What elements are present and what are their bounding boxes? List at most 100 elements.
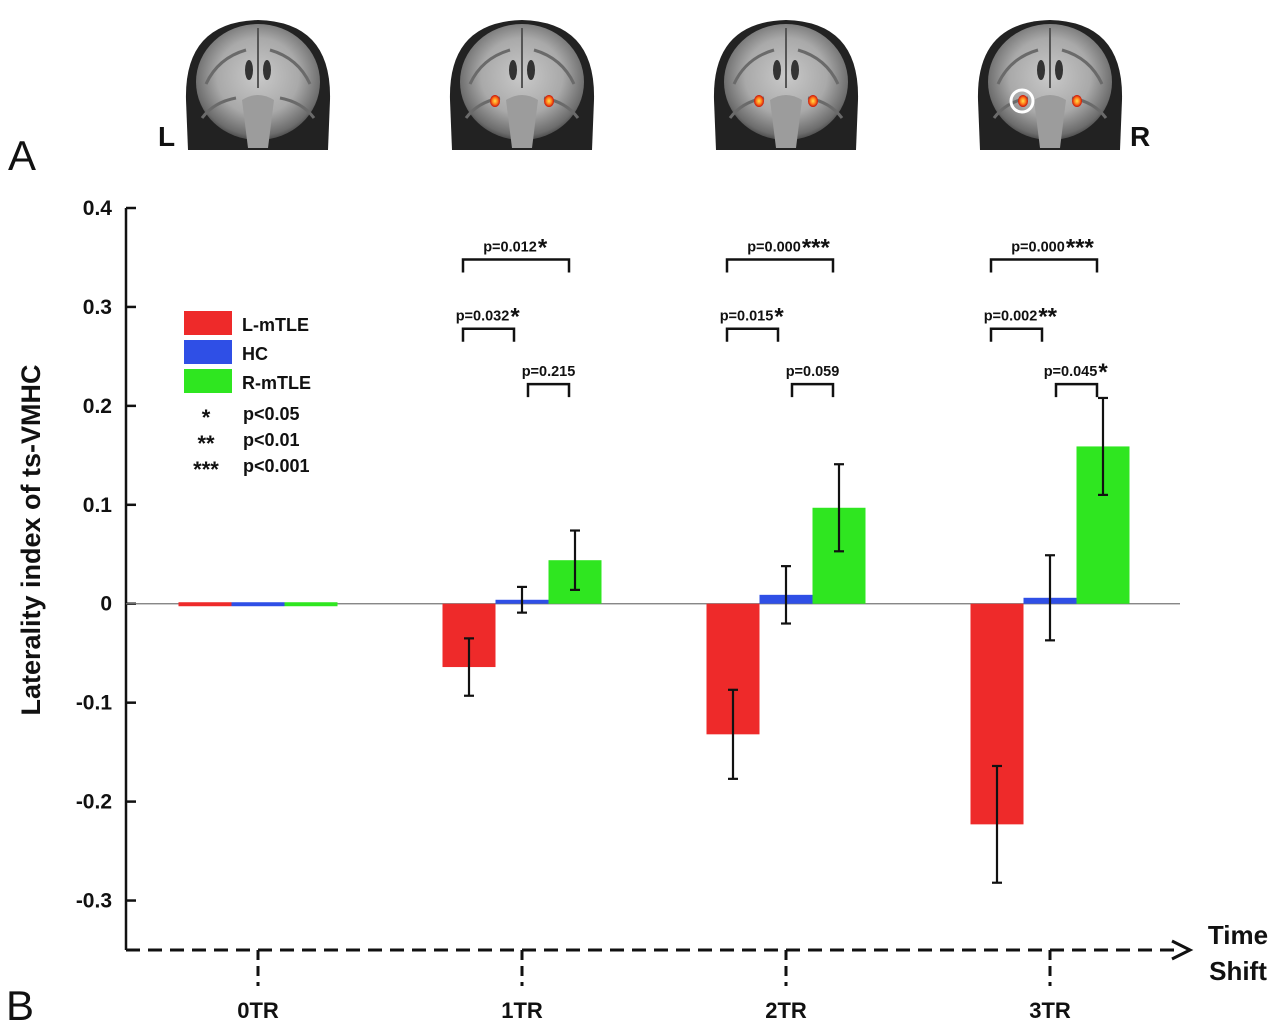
- sulcus: [200, 96, 237, 119]
- error-bar-R-mTLE-1TR: [570, 529, 580, 591]
- error-bar-L-mTLE-1TR: [464, 637, 474, 697]
- comparison-p-value: p=0.032: [456, 309, 510, 325]
- error-bars-group: [464, 396, 1108, 884]
- comparison-stars: ***: [1066, 234, 1095, 261]
- error-bar-R-mTLE-3TR: [1098, 396, 1108, 497]
- comparison-1TR-L-mTLE-vs-R-mTLE: p=0.012 *: [461, 234, 571, 273]
- brain-slice-1: [449, 20, 595, 150]
- laterality-bar-chart: -0.3 -0.2 -0.1 0 0.1 0.2 0.3 0.4 p=0.012 * p=0.03…: [76, 197, 1194, 1023]
- brain-side-left-label: L: [158, 121, 175, 152]
- legend-significance-label: p<0.01: [243, 430, 300, 450]
- brainstem: [770, 95, 802, 148]
- x-tick-label: 2TR: [765, 998, 807, 1023]
- comparison-1TR-HC-vs-R-mTLE: p=0.215: [522, 364, 576, 398]
- comparison-p-value: p=0.000: [747, 239, 801, 255]
- brainstem: [506, 95, 538, 148]
- comparison-p-value: p=0.015: [720, 309, 774, 325]
- ventricle: [263, 60, 271, 80]
- brainstem: [242, 95, 274, 148]
- brain-slice-0: [185, 20, 331, 150]
- comparison-3TR-HC-vs-R-mTLE: p=0.045 *: [1044, 359, 1108, 398]
- legend-significance-symbol: **: [197, 431, 215, 456]
- sulcus: [1061, 48, 1104, 85]
- comparison-p-value: p=0.215: [522, 364, 576, 380]
- ventricle: [773, 60, 781, 80]
- bar-HC-0TR: [231, 602, 285, 607]
- comparison-p-value: p=0.002: [984, 309, 1038, 325]
- brain-slices-panel: [185, 20, 1123, 150]
- legend-label-HC: HC: [242, 344, 268, 364]
- legend-significance-symbol: *: [202, 405, 211, 430]
- x-axis-title: Time Shift: [1208, 920, 1268, 986]
- y-tick-label: 0: [100, 593, 112, 616]
- comparison-p-value: p=0.059: [786, 364, 840, 380]
- sulcus: [996, 48, 1039, 85]
- error-bar-HC-2TR: [781, 565, 791, 625]
- comparison-p-value: p=0.000: [1011, 239, 1065, 255]
- panel-label-a: A: [8, 132, 36, 179]
- error-bar-HC-1TR: [517, 585, 527, 614]
- legend: L-mTLE HC R-mTLE * p<0.05 ** p<0.01 *** p<0.001: [184, 311, 311, 482]
- legend-significance-label: p<0.05: [243, 404, 300, 424]
- comparison-stars: **: [1038, 304, 1057, 331]
- sulcus: [797, 48, 840, 85]
- y-axis-title: Laterality index of ts-VMHC: [16, 364, 46, 715]
- y-tick-label: 0.2: [83, 395, 112, 418]
- ventricle: [791, 60, 799, 80]
- legend-significance-label: p<0.001: [243, 456, 310, 476]
- error-bar-R-mTLE-2TR: [834, 463, 844, 553]
- y-axis: -0.3 -0.2 -0.1 0 0.1 0.2 0.3 0.4: [76, 197, 136, 950]
- panel-label-b: B: [6, 982, 34, 1027]
- comparison-1TR-L-mTLE-vs-HC: p=0.032 *: [456, 304, 520, 342]
- comparison-3TR-L-mTLE-vs-HC: p=0.002 **: [984, 304, 1058, 342]
- bars-group: [178, 446, 1130, 825]
- brainstem: [1034, 95, 1066, 148]
- activation-blob-left: [490, 95, 500, 107]
- sulcus: [269, 48, 312, 85]
- sulcus: [468, 48, 511, 85]
- ventricle: [1037, 60, 1045, 80]
- brain-slice-3: [977, 20, 1123, 150]
- ventricle: [527, 60, 535, 80]
- ventricle: [245, 60, 253, 80]
- y-tick-label: -0.2: [76, 791, 112, 814]
- comparison-2TR-HC-vs-R-mTLE: p=0.059: [786, 364, 840, 398]
- comparison-stars: *: [1098, 359, 1108, 386]
- comparison-stars: *: [774, 304, 784, 331]
- activation-blob-left: [754, 95, 764, 107]
- comparison-stars: *: [510, 304, 520, 331]
- y-tick-label: 0.3: [83, 296, 112, 319]
- activation-blob-left: [1018, 95, 1028, 107]
- error-bar-HC-3TR: [1045, 554, 1055, 642]
- comparison-stars: *: [538, 234, 548, 261]
- activation-blob-right: [808, 95, 818, 107]
- brain-side-right-label: R: [1130, 121, 1150, 152]
- activation-blob-right: [1072, 95, 1082, 107]
- x-tick-label: 0TR: [237, 998, 279, 1023]
- brain-slice-2: [713, 20, 859, 150]
- highlight-circle: [1009, 88, 1035, 114]
- comparison-2TR-L-mTLE-vs-HC: p=0.015 *: [720, 304, 784, 342]
- bar-R-mTLE-0TR: [284, 602, 338, 607]
- comparison-stars: ***: [802, 234, 831, 261]
- y-tick-label: -0.1: [76, 692, 113, 715]
- ventricle: [509, 60, 517, 80]
- error-bar-L-mTLE-2TR: [728, 688, 738, 780]
- y-tick-label: 0.1: [83, 494, 113, 517]
- legend-swatch-L-mTLE: [184, 311, 232, 335]
- legend-swatch-HC: [184, 340, 232, 364]
- ventricle: [1055, 60, 1063, 80]
- y-tick-label: 0.4: [83, 197, 113, 220]
- comparison-3TR-L-mTLE-vs-R-mTLE: p=0.000 ***: [989, 234, 1099, 273]
- sulcus: [204, 48, 247, 85]
- x-tick-label: 3TR: [1029, 998, 1071, 1023]
- x-axis: 0TR 1TR 2TR 3TR: [126, 939, 1194, 1023]
- legend-significance-symbol: ***: [193, 457, 219, 482]
- sulcus: [533, 48, 576, 85]
- y-tick-label: -0.3: [76, 890, 112, 913]
- legend-swatch-R-mTLE: [184, 369, 232, 393]
- comparison-2TR-L-mTLE-vs-R-mTLE: p=0.000 ***: [725, 234, 835, 273]
- sulcus: [732, 48, 775, 85]
